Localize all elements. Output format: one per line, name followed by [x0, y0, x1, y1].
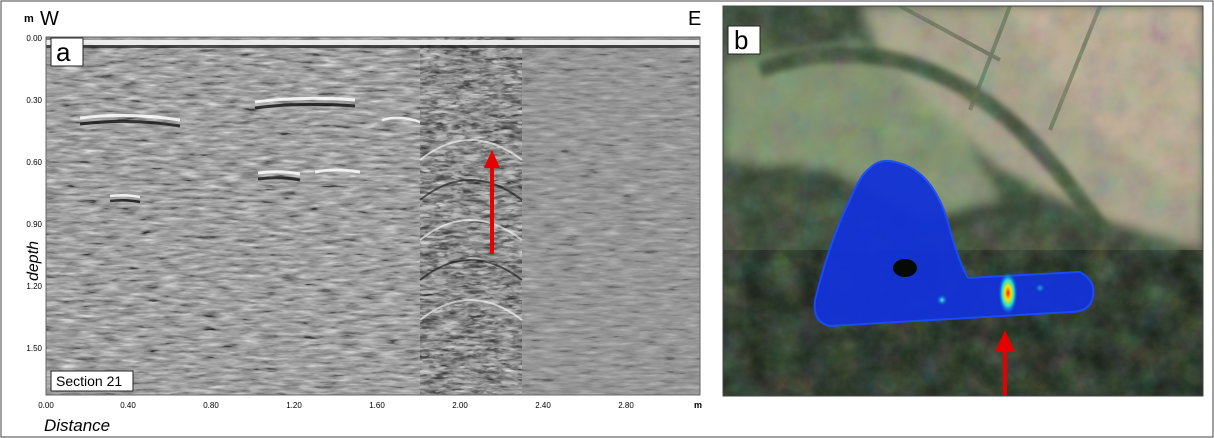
depth-tick: 0.00 — [26, 34, 42, 43]
arrow-a — [484, 150, 500, 254]
radargram-frame — [45, 36, 701, 396]
x-axis-label: Distance — [44, 416, 110, 435]
section-label-box — [50, 370, 134, 392]
depth-ticks: 0.00 0.30 0.60 0.90 1.20 1.50 — [26, 34, 42, 353]
panel-a: m W E a Section 21 0.00 0.30 0.60 0.90 1… — [24, 8, 702, 435]
aerial-frame — [722, 5, 1204, 397]
distance-tick: 2.00 — [452, 401, 468, 410]
distance-tick: 1.60 — [369, 401, 385, 410]
section-label: Section 21 — [56, 373, 122, 389]
distance-tick: 1.20 — [286, 401, 302, 410]
panel-a-label-box — [50, 37, 84, 67]
west-label: W — [40, 8, 59, 30]
panel-b-label-box — [727, 25, 761, 55]
panel-b-label: b — [734, 25, 748, 55]
depth-unit-label: m — [24, 13, 34, 25]
depth-tick: 0.60 — [26, 158, 42, 167]
east-label: E — [688, 8, 701, 30]
distance-ticks: 0.00 0.40 0.80 1.20 1.60 2.00 2.40 2.80 — [38, 401, 634, 410]
distance-tick: 0.80 — [203, 401, 219, 410]
panel-b: b — [722, 5, 1204, 397]
distance-tick: 0.00 — [38, 401, 54, 410]
depth-tick: 1.20 — [26, 282, 42, 291]
distance-tick: 2.40 — [535, 401, 551, 410]
depth-tick: 0.90 — [26, 220, 42, 229]
radargram — [46, 37, 700, 395]
arrow-b — [995, 330, 1015, 396]
depth-tick: 0.30 — [26, 96, 42, 105]
distance-tick: 2.80 — [618, 401, 634, 410]
panel-a-label: a — [56, 37, 71, 67]
distance-tick: 0.40 — [120, 401, 136, 410]
distance-unit-label: m — [694, 400, 702, 410]
gpr-coverage — [813, 159, 1095, 328]
aerial-photo — [723, 6, 1203, 396]
depth-tick: 1.50 — [26, 344, 42, 353]
y-axis-label: depth — [25, 241, 42, 281]
